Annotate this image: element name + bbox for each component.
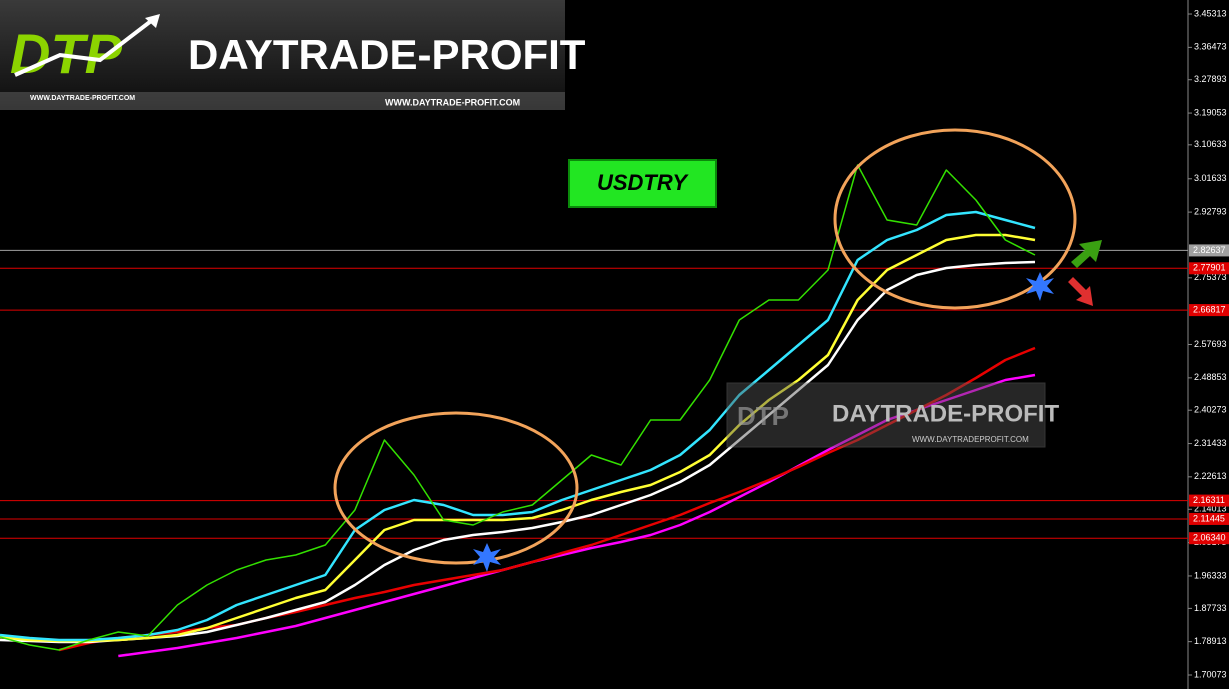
logo-arrow-head [145,14,160,28]
y-tick-label: 2.57693 [1194,339,1227,349]
series-line [118,373,1036,658]
price-level-tag [1189,262,1229,275]
highlight-ellipse [833,128,1077,310]
logo-strip [0,92,565,110]
price-level-label: 2.11445 [1193,513,1225,523]
chart-title: USDTRY [597,170,689,195]
price-level-tag [1189,244,1229,257]
price-level-label: 2.77901 [1193,263,1226,273]
signal-star [1026,272,1054,301]
logo-box [0,0,565,110]
logo-arrow [14,16,157,77]
y-tick-label: 1.96333 [1194,570,1227,580]
logo-mark: DTP [10,22,123,85]
price-level-label: 2.16311 [1193,495,1225,505]
y-tick-label: 3.01633 [1194,173,1227,183]
series-line [58,346,1036,652]
y-tick-label: 2.40273 [1194,405,1227,415]
y-tick-label: 3.36473 [1194,42,1227,52]
y-tick-label: 2.48853 [1194,372,1227,382]
signal-star [473,543,501,572]
price-level-label: 2.82637 [1193,245,1226,255]
down-arrow [1068,277,1093,306]
y-tick-label: 2.22613 [1194,471,1227,481]
series-line [0,210,1036,642]
logo-url: WWW.DAYTRADE-PROFIT.COM [30,95,135,102]
y-tick-label: 2.31433 [1194,438,1227,448]
plot: 3.45313 3.36473 3.27893 3.19053 3.10633 3.016… [0,8,1229,679]
y-tick-label: 3.10633 [1194,139,1227,149]
price-level-tag [1189,512,1229,525]
up-arrow [1071,240,1102,268]
y-tick-label: 1.87733 [1194,603,1227,613]
price-level-tag [1189,304,1229,317]
y-tick-label: 3.45313 [1194,8,1227,18]
watermark-box [726,382,1046,448]
price-level-label: 2.66817 [1193,304,1226,314]
price-level-tag [1189,494,1229,507]
y-tick-label: 3.27893 [1194,74,1227,84]
y-tick-label: 1.78913 [1194,636,1227,646]
series-line [0,164,1036,651]
logo-name: DAYTRADE-PROFIT [188,31,586,78]
y-tick-label: 3.19053 [1194,107,1227,117]
price-level-tag [1189,532,1229,545]
highlight-ellipse [333,411,579,565]
y-tick-label: 2.14013 [1194,504,1227,514]
symbol-box [568,159,717,208]
y-tick-label: 1.70073 [1194,669,1227,679]
watermark-url: WWW.DAYTRADEPROFIT.COM [912,435,1029,444]
watermark-name: DAYTRADE-PROFIT [832,400,1059,427]
watermark-mark: DTP [737,401,789,431]
y-tick-label: 2.92793 [1194,206,1227,216]
price-level-label: 2.06340 [1193,533,1226,543]
y-tick-label: 2.75373 [1194,272,1227,282]
series-line [0,233,1036,643]
logo-url: WWW.DAYTRADE-PROFIT.COM [385,97,520,107]
